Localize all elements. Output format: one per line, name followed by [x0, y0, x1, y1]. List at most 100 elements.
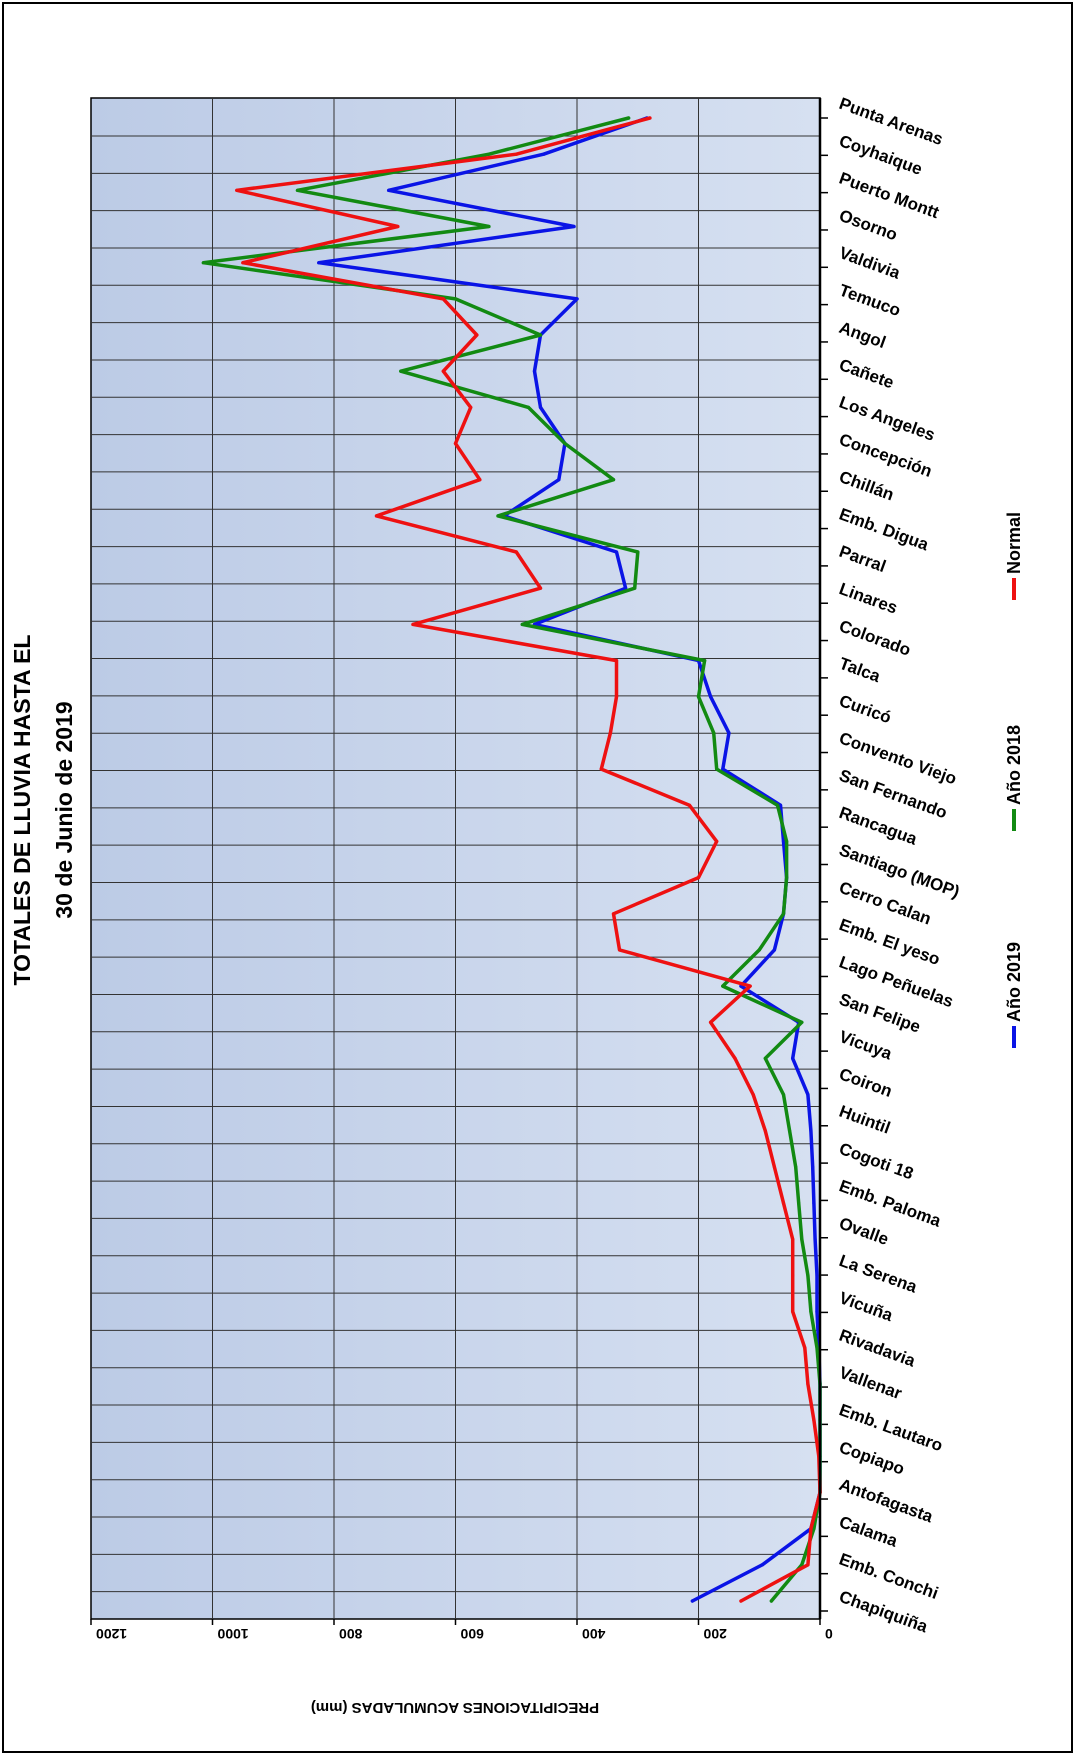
- category-label: Cañete: [837, 355, 897, 392]
- category-label: Huintil: [837, 1102, 893, 1138]
- data-point: [487, 224, 491, 229]
- data-point: [739, 1599, 743, 1603]
- data-point: [514, 550, 518, 554]
- data-point: [712, 731, 716, 735]
- data-point: [791, 1237, 795, 1241]
- data-point: [538, 405, 543, 409]
- data-point: [396, 224, 400, 229]
- data-point: [769, 1599, 774, 1603]
- data-point: [690, 1599, 695, 1603]
- data-point: [733, 1056, 737, 1060]
- category-label: Vicuya: [837, 1027, 895, 1064]
- value-tick-label: 1200: [96, 1626, 127, 1642]
- data-point: [399, 369, 403, 373]
- data-point: [757, 948, 761, 952]
- chart-title: TOTALES DE LLUVIA HASTA EL: [9, 635, 35, 986]
- data-point: [453, 297, 458, 301]
- data-point: [514, 152, 518, 156]
- data-point: [532, 369, 537, 373]
- value-tick-label: 600: [460, 1626, 484, 1642]
- data-point: [235, 188, 239, 192]
- legend-item: Año 2019: [1004, 942, 1024, 1048]
- data-point: [806, 1563, 810, 1567]
- data-point: [526, 405, 531, 409]
- data-point: [721, 767, 725, 771]
- data-point: [538, 586, 543, 590]
- legend: Año 2019 Año 2018 Normal: [1004, 512, 1024, 1048]
- data-point: [538, 333, 543, 337]
- category-label: Vicuña: [837, 1288, 896, 1325]
- data-point: [781, 1201, 786, 1205]
- data-point: [785, 876, 789, 880]
- data-point: [791, 1273, 795, 1278]
- data-point: [797, 1201, 801, 1205]
- category-label: Coiron: [837, 1064, 895, 1101]
- data-point: [781, 839, 786, 844]
- data-point: [788, 1129, 792, 1133]
- data-point: [478, 478, 482, 482]
- data-point: [374, 514, 379, 518]
- category-label: Colorado: [837, 616, 914, 659]
- data-point: [387, 188, 391, 192]
- data-point: [441, 297, 445, 301]
- data-point: [611, 912, 616, 916]
- data-point: [815, 1273, 819, 1278]
- data-point: [496, 514, 500, 518]
- data-point: [648, 116, 652, 120]
- data-point: [813, 1237, 817, 1241]
- series-line: [201, 116, 822, 1603]
- data-point: [617, 948, 622, 952]
- data-point: [775, 803, 780, 807]
- legend-label: Año 2018: [1004, 725, 1024, 805]
- data-point: [453, 441, 458, 446]
- category-label: Ovalle: [837, 1214, 891, 1249]
- data-point: [696, 876, 701, 880]
- data-point: [624, 586, 628, 590]
- data-point: [727, 731, 731, 735]
- data-point: [806, 1382, 810, 1386]
- data-point: [563, 441, 567, 446]
- data-point: [715, 767, 719, 771]
- data-point: [201, 261, 205, 265]
- data-point: [800, 1020, 804, 1024]
- data-point: [614, 550, 619, 554]
- category-label: Curicó: [837, 691, 894, 727]
- category-label: Temuco: [837, 281, 904, 321]
- legend-item: Normal: [1004, 512, 1024, 600]
- data-point: [633, 586, 637, 590]
- value-tick-label: 1000: [217, 1626, 248, 1642]
- data-point: [809, 1527, 813, 1531]
- gridlines: [91, 98, 820, 1619]
- category-label: Valdivia: [837, 243, 904, 283]
- data-point: [636, 550, 640, 554]
- data-point: [781, 1093, 786, 1097]
- data-point: [809, 1129, 813, 1133]
- data-point: [809, 1310, 813, 1314]
- category-label: Parral: [837, 542, 889, 576]
- chart-subtitle: 30 de Junio de 2019: [51, 701, 77, 918]
- data-point: [614, 695, 619, 699]
- data-point: [772, 1165, 777, 1169]
- legend-label: Año 2019: [1004, 942, 1024, 1022]
- data-point: [469, 405, 473, 409]
- data-point: [800, 1237, 804, 1241]
- data-point: [557, 478, 561, 482]
- data-point: [806, 1273, 810, 1278]
- data-point: [608, 731, 613, 735]
- data-point: [748, 984, 752, 988]
- data-point: [520, 622, 524, 627]
- legend-label: Normal: [1004, 512, 1024, 574]
- data-point: [295, 188, 300, 192]
- data-point: [542, 152, 546, 156]
- category-label: Osorno: [837, 206, 900, 245]
- series-line: [235, 116, 822, 1603]
- legend-item: Año 2018: [1004, 725, 1024, 831]
- data-point: [815, 1310, 819, 1314]
- category-label: Vallenar: [837, 1363, 905, 1403]
- data-point: [696, 695, 701, 699]
- value-tick-label: 200: [703, 1626, 727, 1642]
- data-point: [614, 659, 619, 663]
- data-point: [812, 1527, 816, 1531]
- data-point: [475, 333, 479, 337]
